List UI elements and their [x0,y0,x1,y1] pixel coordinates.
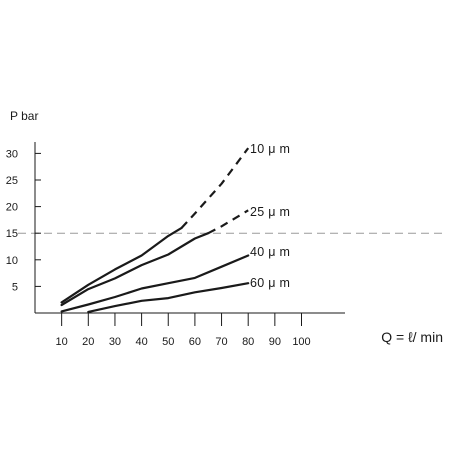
series-line-10um [60,226,183,304]
series-label-60um: 60 μ m [250,276,290,290]
x-tick-label: 70 [215,336,227,348]
y-tick-label: 15 [6,228,18,240]
series-label-40um: 40 μ m [250,245,290,259]
y-tick-label: 20 [6,202,18,214]
series-line-25um [60,232,210,307]
series-line-40um [60,254,250,313]
x-tick-label: 80 [242,336,254,348]
x-tick-label: 50 [162,336,174,348]
x-tick-label: 40 [135,336,147,348]
x-axis-title: Q = ℓ/ min [381,329,443,345]
y-tick-label: 25 [6,175,18,187]
x-tick-label: 60 [189,336,201,348]
y-tick-label: 5 [12,281,18,293]
y-tick-label: 10 [6,255,18,267]
x-tick-label: 30 [109,336,121,348]
x-tick-label: 10 [56,336,68,348]
series-line-60um [87,282,250,313]
x-tick-label: 100 [292,336,310,348]
x-tick-label: 90 [269,336,281,348]
series-line-25um-dashed [207,209,249,235]
y-axis-title: P bar [10,109,38,123]
series-label-25um: 25 μ m [250,205,290,219]
x-tick-label: 20 [82,336,94,348]
y-tick-label: 30 [6,148,18,160]
series-label-10um: 10 μ m [250,142,290,156]
